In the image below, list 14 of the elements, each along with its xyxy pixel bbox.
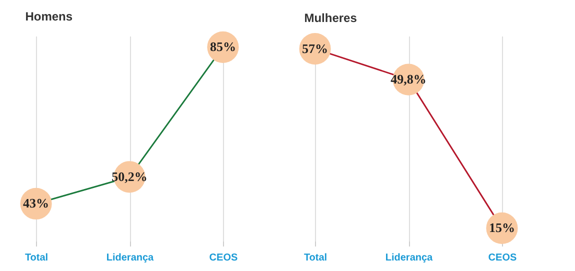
x-tick-label: CEOS [488,252,517,264]
data-label: 49,8% [390,72,426,87]
data-label: 43% [23,196,50,211]
data-label: 15% [488,220,515,236]
chart-title: Mulheres [304,11,358,25]
x-tick-label: Liderança [106,252,154,264]
x-tick-label: CEOS [209,252,238,264]
x-tick-label: Total [24,252,48,264]
x-tick-label: Liderança [385,252,434,264]
x-tick-label: Total [304,252,328,264]
data-label: 50,2% [112,168,148,184]
data-label: 57% [302,40,328,56]
chart-title: Homens [25,9,73,24]
data-label: 85% [210,39,236,54]
